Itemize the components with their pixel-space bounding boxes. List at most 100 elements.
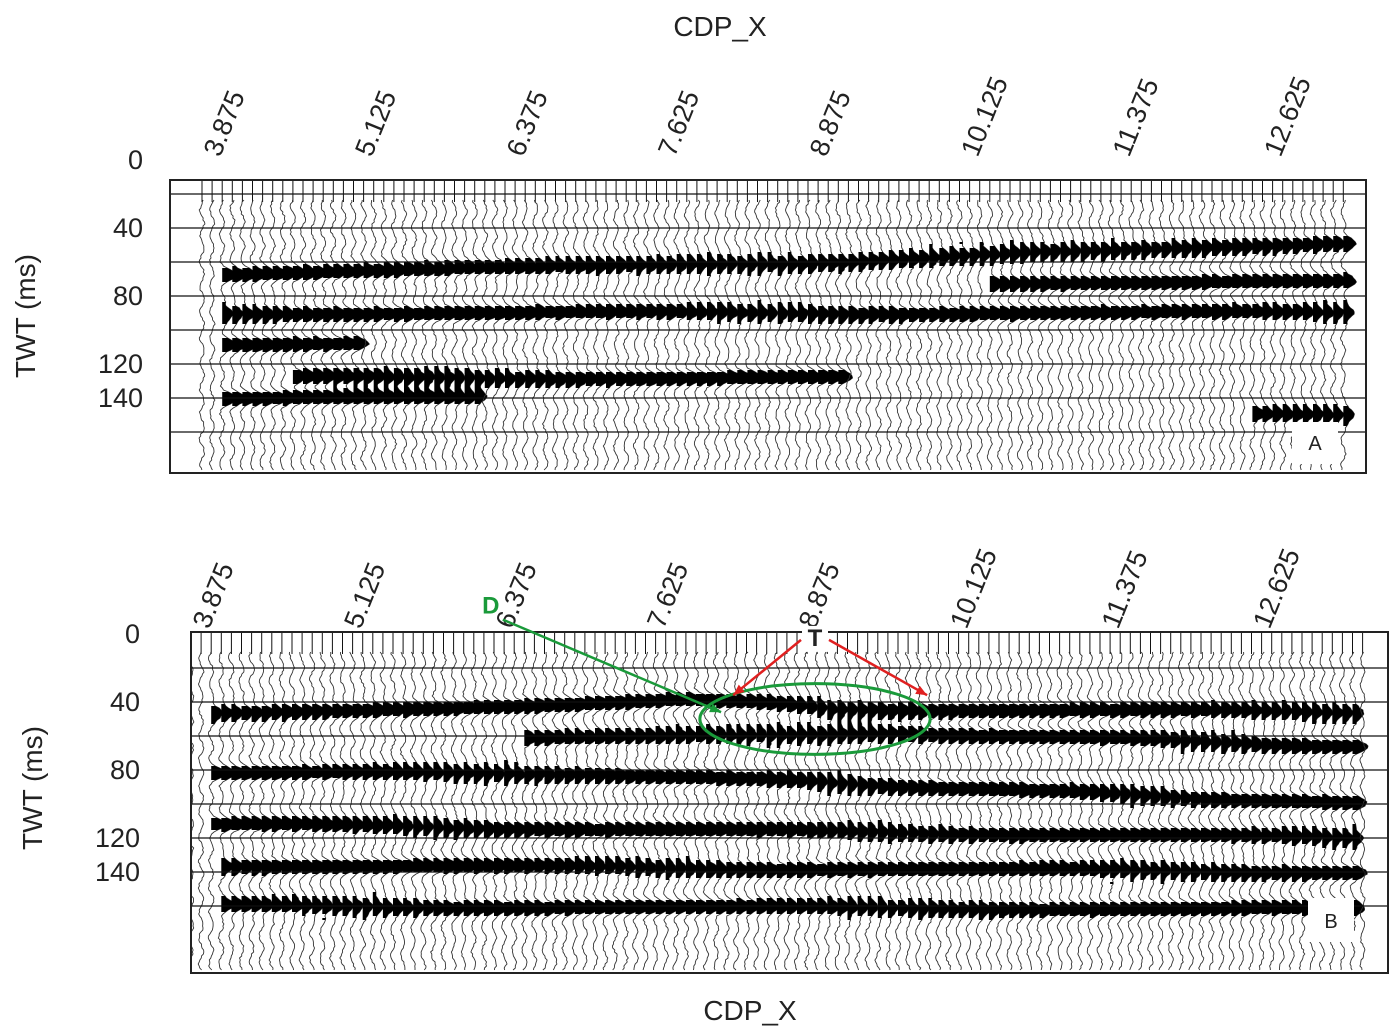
trace-lobe (1170, 790, 1182, 808)
trace-lobe (615, 856, 626, 874)
trace-lobe (1312, 702, 1324, 724)
trace-lobe (696, 726, 708, 742)
trace-wiggle (824, 651, 842, 971)
trace-lobe (1120, 858, 1131, 878)
trace-lobe (595, 768, 608, 784)
trace-lobe (776, 696, 790, 712)
trace-wiggle (1016, 199, 1035, 471)
trace-lobe (675, 858, 687, 878)
trace-lobe (1343, 300, 1355, 324)
trace-wiggle (956, 199, 974, 471)
trace-lobe (1302, 302, 1314, 320)
trace-lobe (494, 764, 506, 782)
trace-lobe (919, 250, 931, 268)
trace-lobe (342, 816, 355, 832)
trace-wiggle (744, 199, 763, 471)
trace-lobe (1231, 730, 1243, 752)
trace-wiggle (359, 652, 379, 971)
trace-wiggle (1268, 651, 1287, 971)
trace-wiggle (813, 651, 832, 971)
trace-lobe (1089, 702, 1106, 718)
trace-lobe (343, 308, 357, 322)
t-arrow-right (828, 638, 928, 697)
trace-wiggle (865, 199, 883, 471)
trace-lobe (685, 726, 698, 744)
trace-lobe (1302, 404, 1315, 424)
trace-lobe (605, 768, 619, 784)
trace-lobe (928, 898, 940, 918)
trace-lobe (756, 772, 770, 786)
trace-lobe (877, 702, 890, 720)
trace-lobe (1291, 702, 1303, 720)
trace-lobe (1080, 242, 1093, 262)
trace-lobe (877, 820, 889, 842)
trace-lobe (1322, 704, 1333, 724)
trace-wiggle (1187, 651, 1208, 971)
trace-lobe (423, 816, 434, 836)
trace-lobe (463, 818, 475, 838)
trace-lobe (737, 256, 749, 274)
x-tick-label: 7.625 (652, 86, 705, 160)
trace-lobe (575, 372, 588, 388)
trace-lobe (969, 248, 981, 266)
trace-lobe (1342, 704, 1354, 724)
trace-lobe (887, 778, 901, 796)
trace-wiggle (400, 199, 421, 471)
trace-lobe (918, 826, 930, 842)
trace-lobe (817, 822, 830, 838)
trace-lobe (473, 820, 486, 838)
annotation-d: D (482, 593, 499, 620)
trace-wiggle (1147, 199, 1167, 471)
trace-lobe (423, 762, 436, 782)
trace-lobe (545, 256, 558, 274)
panel-a: CDP_X TWT (ms) 3.875 5.125 6.375 7.625 8.875… (10, 11, 1367, 474)
trace-wiggle (198, 199, 206, 471)
trace-wiggle (197, 651, 205, 971)
trace-lobe (1281, 738, 1295, 754)
trace-lobe (747, 304, 759, 322)
top-xaxis-title: CDP_X (673, 11, 767, 42)
trace-lobe (727, 254, 738, 274)
trace-lobe (655, 726, 668, 744)
trace-wiggle (652, 651, 672, 970)
trace-wiggle (208, 199, 216, 471)
trace-lobe (797, 696, 809, 714)
trace-wiggle (228, 651, 248, 971)
d-arrow (502, 618, 722, 714)
trace-lobe (261, 706, 275, 722)
trace-lobe (1322, 794, 1338, 810)
trace-lobe (382, 816, 394, 834)
trace-lobe (505, 368, 517, 388)
trace-lobe (877, 896, 889, 918)
trace-wiggle (946, 199, 965, 471)
trace-wiggle (754, 199, 774, 471)
trace-lobe (878, 306, 891, 322)
trace-lobe (242, 304, 254, 324)
trace-lobe (383, 262, 398, 278)
trace-lobe (1039, 904, 1053, 918)
trace-wiggle (541, 199, 561, 471)
trace-lobe (636, 256, 648, 276)
x-tick-label: 8.875 (793, 558, 846, 632)
trace-lobe (797, 822, 809, 836)
trace-wiggle (965, 651, 985, 971)
trace-wiggle (1147, 651, 1167, 971)
trace-lobe (898, 824, 909, 842)
trace-wiggle (703, 199, 723, 471)
trace-wiggle (824, 199, 843, 471)
trace-lobe (483, 820, 497, 838)
trace-wiggle (915, 199, 934, 470)
y-tick-label: 40 (110, 687, 140, 717)
trace-lobe (908, 780, 922, 796)
trace-lobe (1332, 702, 1344, 724)
trace-lobe (1140, 702, 1156, 718)
trace-lobe (878, 252, 891, 270)
trace-lobe (554, 730, 568, 744)
trace-lobe (1251, 736, 1264, 752)
trace-wiggle (328, 651, 347, 971)
trace-lobe (636, 304, 650, 320)
trace-lobe (908, 898, 920, 918)
trace-lobe (1302, 866, 1315, 882)
trace-wiggle (905, 199, 923, 471)
